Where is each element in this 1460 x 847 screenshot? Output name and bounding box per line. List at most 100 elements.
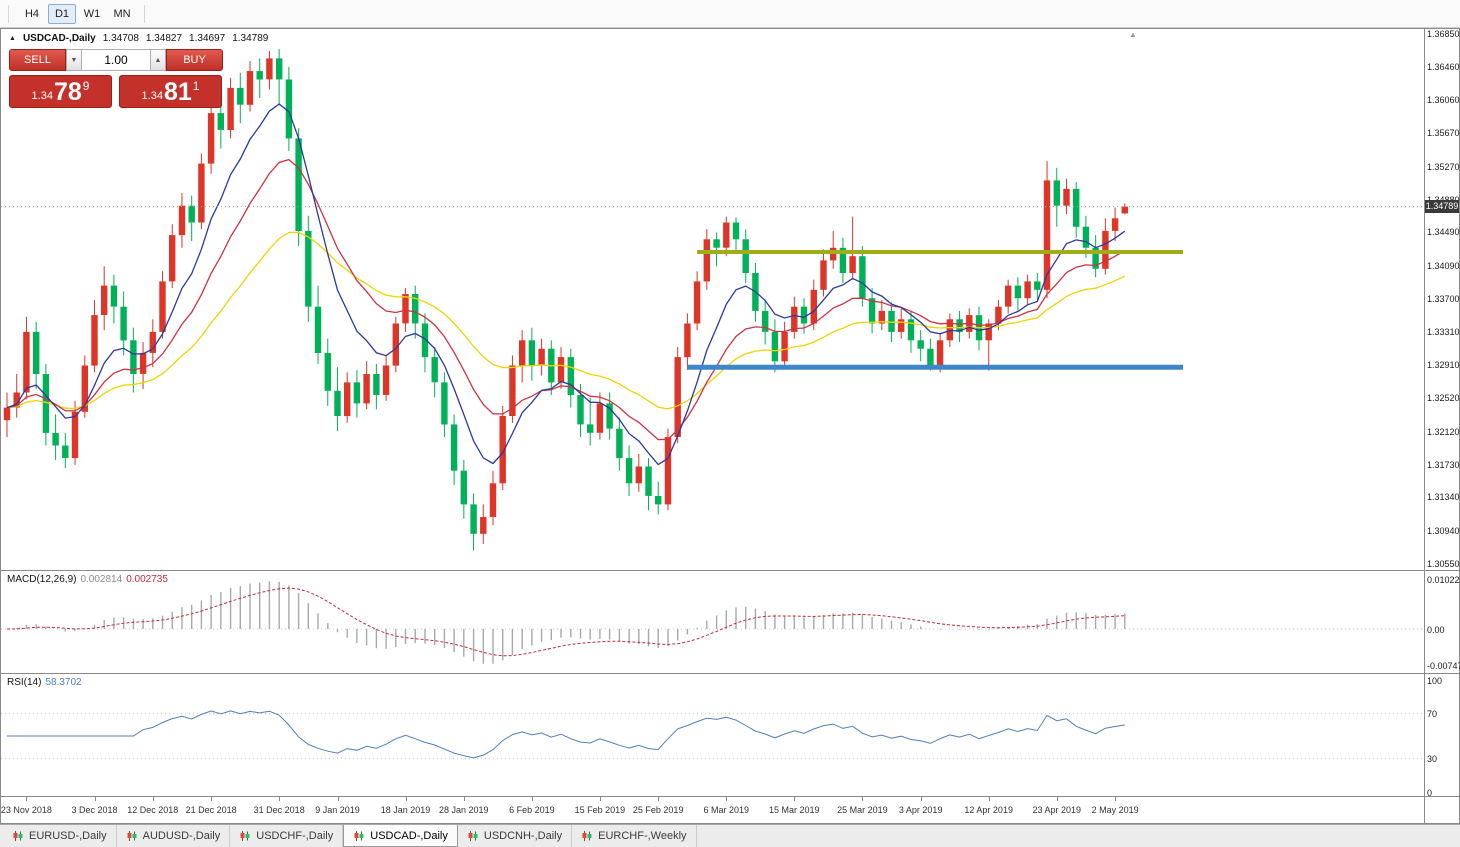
chart-tab-usdcnh-daily[interactable]: USDCNH-,Daily — [458, 825, 573, 847]
time-axis-label: 3 Apr 2019 — [898, 805, 943, 815]
macd-scale[interactable]: 0.010229 0.00 -0.00747 — [1424, 571, 1460, 673]
mini-chart-icon — [354, 830, 364, 841]
collapse-panel-icon[interactable]: ▲ — [9, 35, 16, 42]
timeframe-toolbar: H4 D1 W1 MN — [0, 0, 1460, 28]
toolbar-separator — [144, 4, 145, 23]
macd-scale-label: 0.010229 — [1427, 574, 1460, 585]
mini-chart-icon — [13, 831, 23, 841]
time-tick — [599, 797, 601, 801]
price-scale-label: 1.34880 — [1427, 195, 1460, 205]
time-tick — [279, 797, 281, 801]
ask-quote-button[interactable]: 1.34 81 1 — [119, 75, 222, 108]
macd-scale-label: -0.00747 — [1427, 661, 1460, 671]
chart-shift-icon[interactable]: ▲ — [1129, 30, 1137, 39]
time-axis-corner — [1424, 797, 1459, 823]
volume-up-button[interactable]: ▲ — [150, 49, 166, 71]
time-axis-label: 21 Dec 2018 — [185, 805, 237, 815]
time-axis[interactable]: 23 Nov 2018 3 Dec 2018 12 Dec 2018 21 Dec 2… — [1, 796, 1459, 823]
toolbar-grip[interactable] — [8, 4, 12, 23]
rsi-label-row: RSI(14) 58.3702 — [7, 677, 82, 688]
timeframe-mn-button[interactable]: MN — [108, 4, 136, 24]
symbol-title: USDCAD-,Daily — [22, 33, 96, 44]
price-scale-label: 1.36060 — [1427, 95, 1460, 106]
price-scale-label: 1.35270 — [1427, 161, 1460, 172]
timeframe-d1-button[interactable]: D1 — [48, 3, 76, 24]
one-click-trading-panel: SELL ▼ 1.00 ▲ BUY 1.34 78 9 1.34 81 1 — [9, 49, 223, 108]
price-scale[interactable]: 1.36850 1.36460 1.36060 1.35670 1.35270 1.348… — [1424, 28, 1460, 570]
macd-label-row: MACD(12,26,9) 0.002814 0.002735 — [7, 574, 168, 585]
time-axis-label: 31 Dec 2018 — [253, 805, 305, 815]
time-tick — [94, 797, 96, 801]
time-tick — [862, 797, 864, 801]
time-axis-label: 6 Mar 2019 — [703, 805, 750, 815]
price-scale-label: 1.30550 — [1427, 558, 1460, 569]
rsi-chart — [1, 710, 1424, 759]
volume-input[interactable]: 1.00 — [82, 49, 150, 71]
rsi-scale[interactable]: 100 70 30 0 — [1424, 674, 1459, 798]
time-axis-label: 25 Mar 2019 — [837, 805, 888, 815]
price-pane[interactable]: ▲ USDCAD-,Daily 1.34708 1.34827 1.34697 … — [1, 28, 1460, 570]
time-axis-label: 6 Feb 2019 — [509, 805, 555, 815]
ohlc-high: 1.34827 — [145, 33, 183, 44]
rsi-scale-label: 30 — [1427, 753, 1438, 764]
timeframe-h4-button[interactable]: H4 — [18, 4, 46, 24]
chart-tab-eurchf-weekly[interactable]: EURCHF-,Weekly — [572, 825, 697, 847]
bid-quote-button[interactable]: 1.34 78 9 — [9, 75, 112, 108]
chart-tab-usdchf-daily[interactable]: USDCHF-,Daily — [230, 825, 344, 847]
time-tick — [794, 797, 796, 801]
time-tick — [337, 797, 339, 801]
price-scale-label: 1.33310 — [1427, 326, 1460, 337]
chart-window: ▲ USDCAD-,Daily 1.34708 1.34827 1.34697 … — [0, 28, 1460, 824]
price-scale-label: 1.31730 — [1427, 459, 1460, 470]
price-scale-label: 1.36850 — [1427, 28, 1460, 39]
time-tick — [152, 797, 154, 801]
price-scale-label: 1.34490 — [1427, 227, 1460, 238]
time-tick — [988, 797, 990, 801]
ohlc-low: 1.34697 — [189, 33, 226, 44]
rsi-value: 58.3702 — [45, 677, 82, 688]
chart-tab-label: EURCHF-,Weekly — [598, 830, 687, 842]
macd-chart — [1, 581, 1424, 664]
time-tick — [1115, 797, 1117, 801]
buy-button[interactable]: BUY — [166, 49, 223, 71]
price-scale-label: 1.32520 — [1427, 393, 1460, 403]
time-tick — [531, 797, 533, 801]
time-tick — [726, 797, 728, 801]
time-axis-label: 18 Jan 2019 — [380, 805, 431, 815]
price-scale-label: 1.30940 — [1427, 526, 1460, 536]
price-scale-label: 1.32910 — [1427, 360, 1460, 371]
mini-chart-icon — [127, 831, 137, 841]
ohlc-open: 1.34708 — [102, 33, 139, 44]
rsi-scale-label: 0 — [1427, 787, 1433, 798]
rsi-pane[interactable]: RSI(14) 58.3702 100 70 30 0 — [1, 673, 1459, 798]
mini-chart-icon — [240, 831, 250, 841]
time-axis-label: 23 Nov 2018 — [0, 805, 52, 815]
price-scale-label: 1.32120 — [1427, 426, 1460, 437]
bid-price-small: 1.34 — [31, 90, 53, 102]
timeframe-w1-button[interactable]: W1 — [78, 4, 106, 24]
time-axis-label: 2 May 2019 — [1091, 805, 1139, 815]
time-tick — [463, 797, 465, 801]
macd-main-value: 0.002814 — [80, 574, 123, 585]
chart-tab-label: AUDUSD-,Daily — [142, 830, 221, 842]
time-tick — [405, 797, 407, 801]
mini-chart-icon — [582, 831, 592, 841]
time-axis-label: 3 Dec 2018 — [71, 805, 118, 815]
candlestick-chart[interactable] — [1, 29, 1424, 570]
mini-chart-icon — [468, 831, 478, 841]
ask-price-small: 1.34 — [141, 90, 163, 102]
time-tick — [658, 797, 660, 801]
sell-button[interactable]: SELL — [9, 49, 66, 71]
price-scale-label: 1.35670 — [1427, 128, 1460, 138]
time-tick — [211, 797, 213, 801]
macd-scale-label: 0.00 — [1427, 624, 1445, 635]
chart-tab-audusd-daily[interactable]: AUDUSD-,Daily — [117, 825, 231, 847]
chart-tab-bar: EURUSD-,Daily AUDUSD-,Daily USDCHF-,Daily U… — [0, 824, 1460, 847]
chart-tab-usdcad-daily[interactable]: USDCAD-,Daily — [343, 825, 458, 847]
volume-down-button[interactable]: ▼ — [66, 49, 82, 71]
time-axis-label: 25 Feb 2019 — [632, 805, 684, 815]
chart-tab-label: USDCNH-,Daily — [483, 830, 563, 842]
chart-tab-eurusd-daily[interactable]: EURUSD-,Daily — [3, 825, 117, 847]
time-axis-label: 12 Apr 2019 — [964, 805, 1013, 815]
